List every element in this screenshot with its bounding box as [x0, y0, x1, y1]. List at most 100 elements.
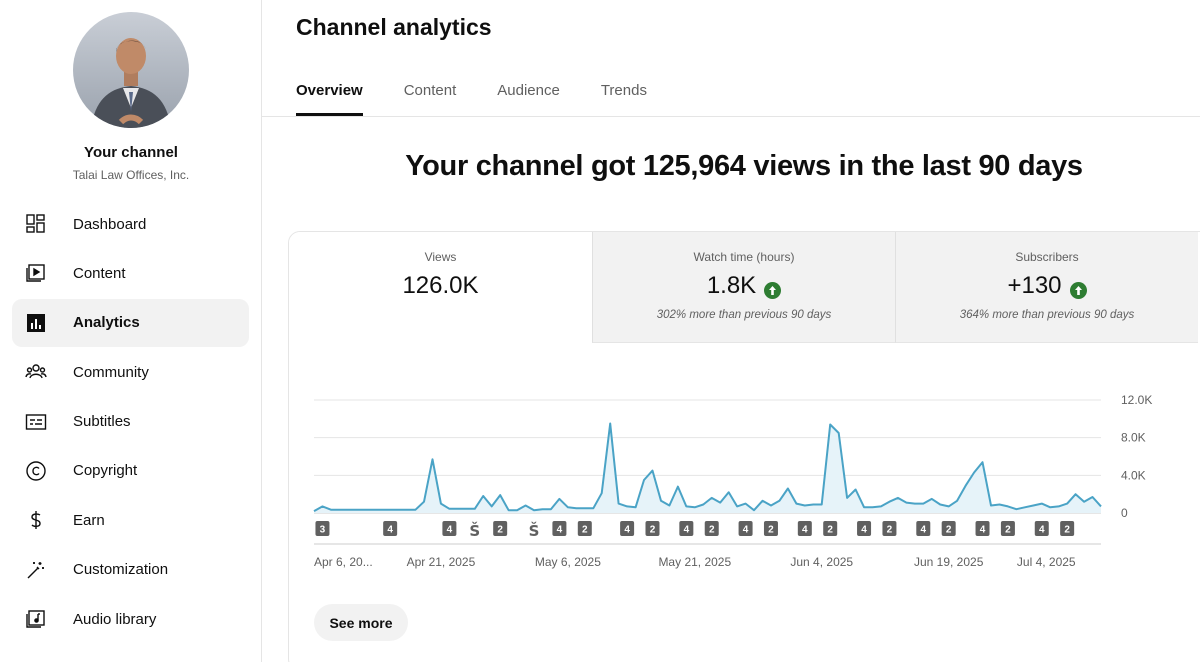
- x-tick-label: Apr 6, 20...: [314, 555, 373, 569]
- analytics-card: Views 126.0K Watch time (hours) 1.8K 302…: [288, 231, 1200, 662]
- metric-value-text: +130: [1007, 272, 1062, 299]
- upload-marker-count: 2: [946, 525, 952, 536]
- sidebar-item-copyright[interactable]: Copyright: [12, 447, 249, 495]
- upload-marker: [704, 521, 719, 536]
- metric-label: Subscribers: [1015, 250, 1079, 264]
- sidebar-item-label: Audio library: [73, 610, 157, 628]
- upload-marker-count: 4: [861, 525, 867, 536]
- sidebar-item-label: Content: [73, 264, 126, 282]
- sidebar-item-label: Copyright: [73, 462, 138, 480]
- copyright-icon: [24, 459, 48, 483]
- sidebar-item-label: Analytics: [73, 314, 140, 332]
- content-icon: [24, 261, 48, 285]
- upload-marker: [383, 521, 398, 536]
- tab-bar: Overview Content Audience Trends: [296, 82, 688, 118]
- sidebar-item-audio-library[interactable]: Audio library: [12, 595, 249, 643]
- views-headline: Your channel got 125,964 views in the la…: [405, 150, 1083, 182]
- community-icon: [24, 360, 48, 384]
- upload-marker-count: 3: [320, 525, 326, 536]
- sidebar: Your channel Talai Law Offices, Inc. Das…: [0, 0, 262, 662]
- x-tick-label: Jun 19, 2025: [914, 555, 984, 569]
- upload-marker: [645, 521, 660, 536]
- sidebar-item-community[interactable]: Community: [12, 348, 249, 396]
- shorts-marker-icon: Š: [529, 521, 540, 540]
- sidebar-item-dashboard[interactable]: Dashboard: [12, 200, 249, 248]
- y-tick-label: 0: [1121, 506, 1128, 520]
- upload-marker: [975, 521, 990, 536]
- upload-marker: [823, 521, 838, 536]
- upload-marker-count: 4: [1039, 525, 1045, 536]
- upload-marker-count: 4: [387, 525, 393, 536]
- shorts-marker-icon: Š: [469, 521, 480, 540]
- upload-marker: [1034, 521, 1049, 536]
- upload-marker-count: 4: [980, 525, 986, 536]
- metric-subscribers[interactable]: Subscribers +130 364% more than previous…: [895, 232, 1198, 343]
- upload-marker-count: 2: [709, 525, 715, 536]
- tab-content[interactable]: Content: [403, 82, 457, 99]
- upload-marker-count: 2: [497, 525, 503, 536]
- metric-views[interactable]: Views 126.0K: [289, 232, 592, 343]
- metric-note: 302% more than previous 90 days: [656, 309, 832, 321]
- sidebar-item-subtitles[interactable]: Subtitles: [12, 398, 249, 446]
- subtitles-icon: [24, 410, 48, 434]
- sidebar-item-earn[interactable]: Earn: [12, 496, 249, 544]
- views-chart-svg: 12.0K 8.0K 4.0K 0 3 4 4 Š 2 Š 4 2 4 2 4 2 4 2 4 2 4 2 4 2 4 2 4 2 Ap…: [313, 393, 1152, 569]
- metric-value: 126.0K: [289, 272, 592, 300]
- trend-up-icon: [1069, 278, 1087, 299]
- upload-marker: [797, 521, 812, 536]
- metric-value: +130: [896, 272, 1198, 300]
- sidebar-item-label: Earn: [73, 511, 105, 529]
- upload-marker: [552, 521, 567, 536]
- y-tick-label: 4.0K: [1121, 468, 1146, 482]
- upload-marker-count: 4: [921, 525, 927, 536]
- x-tick-label: May 6, 2025: [535, 555, 601, 569]
- upload-marker: [620, 521, 635, 536]
- upload-marker: [738, 521, 753, 536]
- sidebar-item-analytics[interactable]: Analytics: [12, 298, 249, 347]
- sidebar-item-label: Customization: [73, 561, 169, 579]
- channel-avatar[interactable]: [73, 12, 189, 128]
- upload-marker-count: 4: [557, 525, 563, 536]
- see-more-button[interactable]: See more: [314, 604, 408, 641]
- page-title: Channel analytics: [296, 14, 492, 40]
- upload-marker: [577, 521, 592, 536]
- upload-marker: [493, 521, 508, 536]
- metric-tabs: Views 126.0K Watch time (hours) 1.8K 302…: [289, 232, 1200, 344]
- x-tick-label: May 21, 2025: [658, 555, 731, 569]
- upload-marker: [763, 521, 778, 536]
- upload-marker: [1060, 521, 1075, 536]
- tab-overview[interactable]: Overview: [296, 82, 363, 116]
- upload-marker-count: 4: [624, 525, 630, 536]
- y-tick-label: 8.0K: [1121, 431, 1146, 445]
- x-tick-label: Jul 4, 2025: [1017, 555, 1076, 569]
- sidebar-nav: Dashboard Content Analytics Community Su…: [12, 200, 249, 645]
- upload-marker-count: 2: [768, 525, 774, 536]
- earn-icon: [24, 508, 48, 532]
- upload-marker-count: 2: [1064, 525, 1070, 536]
- metric-label: Views: [424, 250, 457, 264]
- upload-marker-count: 4: [447, 525, 453, 536]
- metric-note: 364% more than previous 90 days: [959, 309, 1135, 321]
- upload-marker-count: 2: [650, 525, 656, 536]
- sidebar-item-label: Community: [73, 363, 149, 381]
- tab-trends[interactable]: Trends: [600, 82, 647, 99]
- sidebar-item-customization[interactable]: Customization: [12, 546, 249, 594]
- views-chart[interactable]: 12.0K 8.0K 4.0K 0 3 4 4 Š 2 Š 4 2 4 2 4 2 4 2 4 2 4 2 4 2 4 2 4 2 Ap…: [289, 372, 1200, 582]
- sidebar-item-label: Subtitles: [73, 413, 131, 431]
- series-line: [313, 422, 1102, 512]
- metric-value-text: 126.0K: [402, 272, 479, 299]
- x-tick-label: Jun 4, 2025: [790, 555, 853, 569]
- metric-watch-time[interactable]: Watch time (hours) 1.8K 302% more than p…: [592, 232, 895, 343]
- upload-marker-count: 4: [684, 525, 690, 536]
- upload-marker-count: 2: [582, 525, 588, 536]
- metric-value: 1.8K: [593, 272, 895, 300]
- sidebar-item-content[interactable]: Content: [12, 249, 249, 297]
- upload-marker-count: 2: [887, 525, 893, 536]
- upload-marker-count: 4: [802, 525, 808, 536]
- audio-library-icon: [24, 607, 48, 631]
- customization-icon: [24, 558, 48, 582]
- upload-marker: [1000, 521, 1015, 536]
- tab-audience[interactable]: Audience: [497, 82, 560, 99]
- upload-marker: [315, 521, 330, 536]
- metric-value-text: 1.8K: [706, 272, 757, 299]
